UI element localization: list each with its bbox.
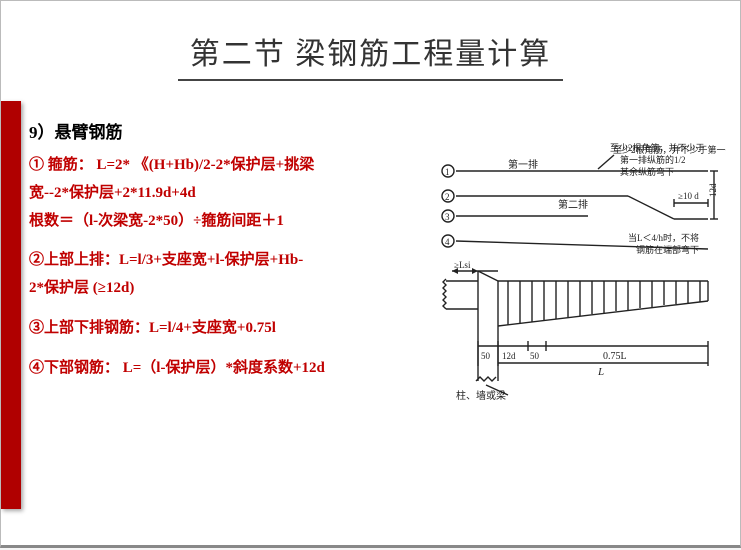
cantilever-diagram: 至少2根角筋，并不少于第一排纵筋的1/2其余纵筋弯下 至少2根角筋，并不少于 第… bbox=[438, 141, 726, 421]
svg-text:2: 2 bbox=[445, 192, 450, 202]
cond-line2: 钢筋在端部弯下 bbox=[636, 244, 699, 255]
svg-text:1: 1 bbox=[445, 167, 450, 177]
dim-L: L bbox=[597, 366, 604, 378]
formula-line-1a: ① 箍筋： L=2* 《(H+Hb)/2-2*保护层+挑梁 bbox=[29, 153, 429, 178]
slide-title: 第二节 梁钢筋工程量计算 bbox=[178, 29, 564, 81]
label-row1: 第一排 bbox=[508, 158, 538, 171]
formula-line-4: ④下部钢筋： L=（l-保护层）*斜度系数+12d bbox=[29, 356, 429, 381]
formula-line-3: ③上部下排钢筋：L=l/4+支座宽+0.75l bbox=[29, 316, 429, 341]
dim-12d: 12d bbox=[502, 351, 516, 361]
dim-075l: 0.75L bbox=[603, 351, 627, 362]
diagram-note-line1: 至少2根角筋，并不少于 bbox=[610, 142, 705, 153]
dim-50b: 50 bbox=[530, 351, 540, 361]
formula-line-1b: 宽--2*保护层+2*11.9d+4d bbox=[29, 181, 429, 206]
section-heading: 9）悬臂钢筋 bbox=[29, 119, 429, 147]
content-block: 9）悬臂钢筋 ① 箍筋： L=2* 《(H+Hb)/2-2*保护层+挑梁 宽--… bbox=[29, 119, 429, 383]
formula-line-2a: ②上部上排：L=l/3+支座宽+l-保护层+Hb- bbox=[29, 248, 429, 273]
formula-line-2b: 2*保护层 (≥12d) bbox=[29, 276, 429, 301]
formula-line-1c: 根数＝（l-次梁宽-2*50）÷箍筋间距＋1 bbox=[29, 209, 429, 234]
label-row2: 第二排 bbox=[558, 198, 588, 211]
dim-50a: 50 bbox=[481, 351, 491, 361]
title-area: 第二节 梁钢筋工程量计算 bbox=[1, 1, 740, 89]
diagram-note-line2: 第一排纵筋的1/2 bbox=[620, 154, 686, 165]
dim-lsi: ≥Lsi bbox=[454, 260, 471, 270]
svg-text:4: 4 bbox=[445, 237, 450, 247]
slide: 第二节 梁钢筋工程量计算 9）悬臂钢筋 ① 箍筋： L=2* 《(H+Hb)/2… bbox=[0, 0, 741, 548]
accent-bar bbox=[1, 101, 21, 509]
dim-10d: ≥10 d bbox=[678, 191, 699, 201]
dim-12d-v: 12d bbox=[708, 183, 718, 197]
cond-line1: 当L＜4/h时，不将 bbox=[628, 232, 699, 243]
svg-text:3: 3 bbox=[445, 212, 450, 222]
